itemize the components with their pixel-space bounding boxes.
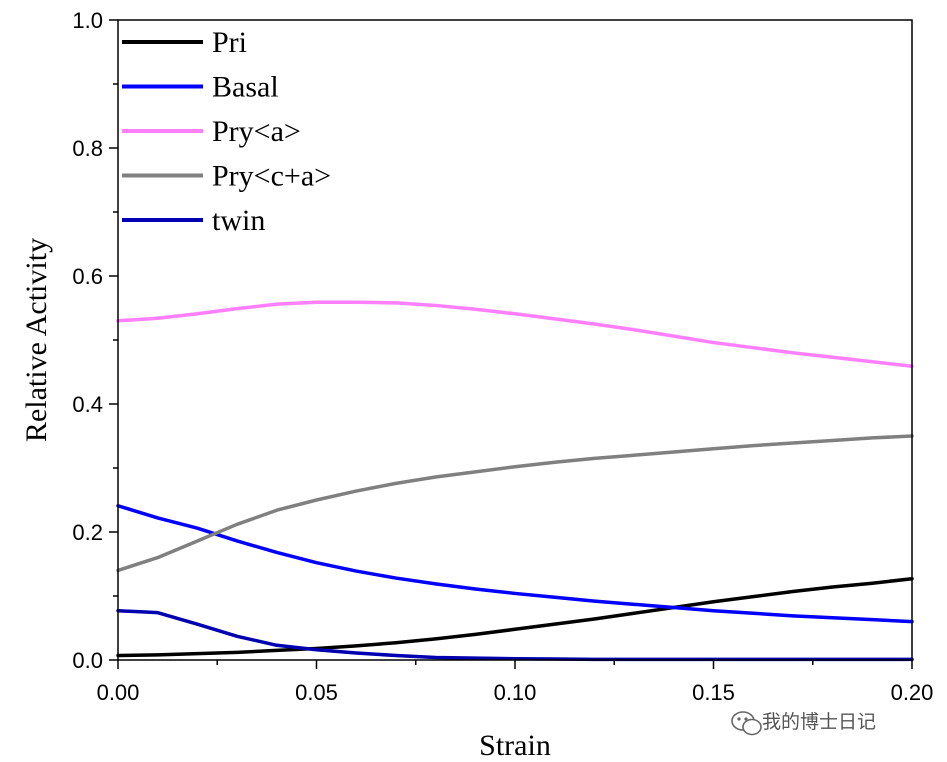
ticks-layer: 0.00 0.05 0.10 0.15 0.20 0.0 0.2 0.4 0.6 0.8 1.0 xyxy=(72,8,933,705)
watermark-text: 我的博士日记 xyxy=(762,711,876,733)
x-tick-label: 0.05 xyxy=(295,680,338,705)
series-line-0 xyxy=(116,576,914,658)
series-layer xyxy=(116,300,914,662)
x-tick-label: 0.10 xyxy=(494,680,537,705)
legend-label-3: Pry<c+a> xyxy=(212,160,331,193)
series-line-3 xyxy=(116,434,914,573)
wechat-icon xyxy=(731,711,762,736)
y-tick-label: 0.6 xyxy=(72,264,103,289)
x-tick-label: 0.15 xyxy=(692,680,735,705)
legend-label-1: Basal xyxy=(212,71,279,104)
watermark: 我的博士日记 xyxy=(731,711,876,736)
legend-label-0: Pri xyxy=(212,26,247,59)
legend-label-2: Pry<a> xyxy=(212,115,301,148)
legend-label-4: twin xyxy=(212,204,265,237)
y-tick-label: 0.4 xyxy=(72,392,103,417)
y-tick-label: 0.8 xyxy=(72,136,103,161)
x-tick-label: 0.20 xyxy=(891,680,934,705)
x-tick-label: 0.00 xyxy=(97,680,140,705)
series-line-2 xyxy=(116,300,914,368)
y-tick-label: 1.0 xyxy=(72,8,103,33)
y-tick-label: 0.2 xyxy=(72,520,103,545)
y-tick-label: 0.0 xyxy=(72,648,103,673)
legend: Pri Basal Pry<a> Pry<c+a> twin xyxy=(122,26,331,237)
series-line-1 xyxy=(116,504,914,624)
y-axis-title: Relative Activity xyxy=(20,238,53,442)
x-axis-title: Strain xyxy=(479,729,551,762)
